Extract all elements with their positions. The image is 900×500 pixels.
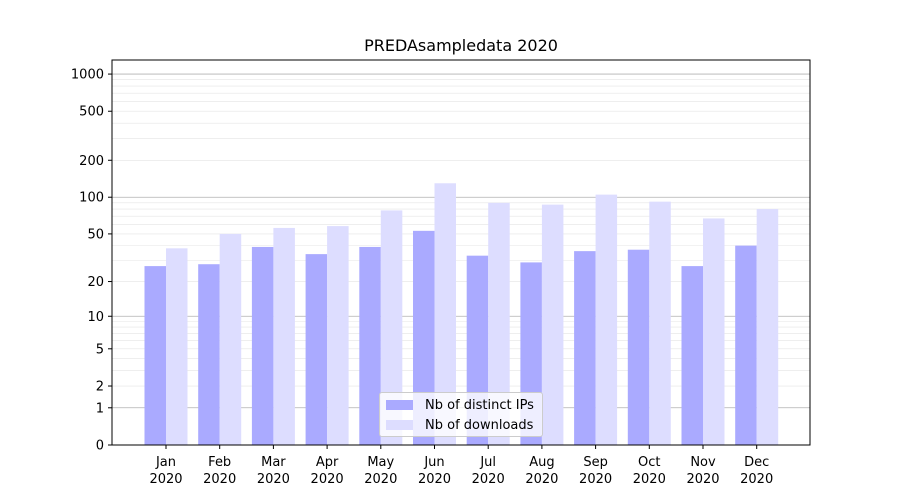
y-tick-label: 100 [79, 191, 104, 206]
bar-downloads-11 [756, 209, 779, 445]
y-tick-label: 200 [79, 154, 104, 169]
x-tick-label: Dec [744, 455, 769, 470]
x-tick-label: 2020 [579, 472, 612, 487]
bar-distinct-ips-3 [305, 254, 328, 445]
bar-distinct-ips-8 [574, 251, 596, 445]
x-tick-label: 2020 [149, 472, 182, 487]
x-tick-label: Oct [638, 455, 660, 470]
bar-downloads-6 [488, 202, 510, 445]
x-tick-label: Feb [208, 455, 231, 470]
bar-distinct-ips-9 [627, 249, 650, 445]
x-tick-label: 2020 [633, 472, 666, 487]
legend-item-downloads: Nb of downloads [386, 417, 533, 433]
x-tick-label: 2020 [203, 472, 236, 487]
x-tick-label: 2020 [472, 472, 505, 487]
bar-distinct-ips-0 [144, 266, 166, 445]
x-tick-label: Jul [479, 455, 496, 470]
plot-frame [111, 59, 811, 446]
x-tick-label: Jun [423, 455, 444, 470]
y-tick-label: 2 [96, 380, 104, 395]
bar-distinct-ips-2 [251, 246, 274, 445]
y-tick-label: 500 [79, 105, 104, 120]
bar-distinct-ips-1 [198, 264, 220, 445]
x-tick-label: 2020 [740, 472, 773, 487]
x-tick-label: 2020 [418, 472, 451, 487]
bar-distinct-ips-11 [735, 245, 757, 445]
bar-downloads-9 [649, 201, 671, 445]
x-tick-label: Mar [261, 455, 286, 470]
chart-title: PREDAsampledata 2020 [364, 36, 558, 55]
x-tick-label: May [367, 455, 394, 470]
x-tick-label: Sep [583, 455, 608, 470]
x-tick-label: Jan [155, 455, 176, 470]
x-tick-label: 2020 [311, 472, 344, 487]
y-tick-label: 1000 [71, 68, 104, 83]
legend-label-downloads: Nb of downloads [425, 417, 534, 433]
bar-distinct-ips-4 [359, 246, 381, 445]
x-tick-label: Aug [529, 455, 554, 470]
y-tick-label: 10 [87, 310, 104, 325]
y-tick-label: 1 [96, 401, 104, 416]
bar-downloads-5 [434, 183, 456, 445]
y-tick-label: 20 [87, 275, 104, 290]
x-tick-label: 2020 [686, 472, 719, 487]
x-tick-label: Apr [316, 455, 339, 470]
legend-label-distinct-ips: Nb of distinct IPs [425, 397, 534, 413]
legend: Nb of distinct IPs Nb of downloads [379, 392, 543, 437]
legend-swatch-distinct-ips [386, 400, 413, 410]
bar-distinct-ips-5 [413, 230, 435, 445]
x-tick-label: Nov [690, 455, 716, 470]
bar-downloads-8 [595, 194, 618, 445]
legend-swatch-downloads [386, 420, 413, 430]
x-tick-label: 2020 [257, 472, 290, 487]
y-tick-label: 5 [96, 342, 104, 357]
y-axis: 0 1 2 5 10 20 50 100 200 500 1000 [71, 68, 112, 454]
bar-downloads-2 [273, 227, 295, 445]
bar-downloads-7 [541, 204, 564, 445]
bar-downloads-1 [219, 233, 242, 445]
x-tick-label: 2020 [525, 472, 558, 487]
x-tick-label: 2020 [364, 472, 397, 487]
y-tick-label: 50 [87, 227, 104, 242]
bar-downloads-0 [166, 248, 188, 445]
bar-downloads-3 [327, 226, 349, 445]
bar-downloads-4 [380, 210, 403, 445]
legend-item-distinct-ips: Nb of distinct IPs [386, 397, 534, 413]
bar-downloads-10 [703, 218, 725, 445]
bar-distinct-ips-10 [681, 266, 703, 445]
y-tick-label: 0 [96, 439, 104, 454]
x-axis: Jan 2020 Feb 2020 Mar 2020 Apr 2020 May 2020 Jun 20… [149, 445, 773, 487]
